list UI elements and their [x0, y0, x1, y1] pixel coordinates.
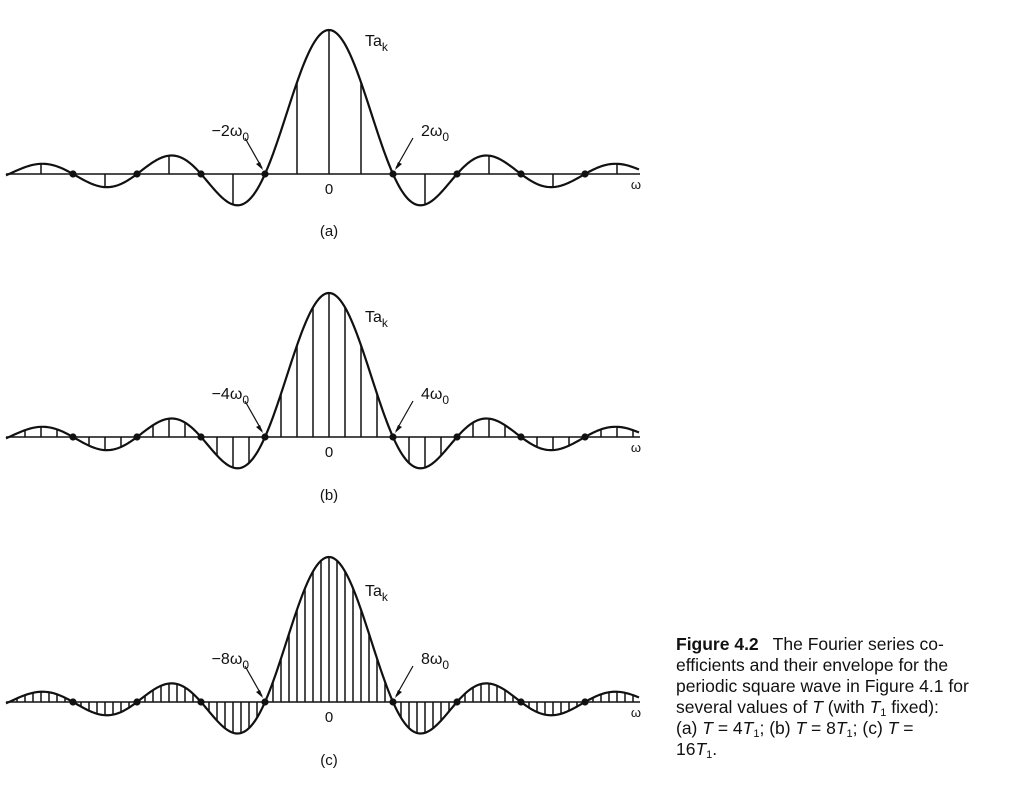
panel-a: −2ω0 2ω0 Tak 0 ω (a) — [5, 28, 641, 240]
right-callout-arrowhead — [395, 162, 402, 170]
zero-crossing-dot — [389, 698, 397, 706]
zero-crossing-dot — [197, 698, 205, 706]
panel-b: −4ω0 4ω0 Tak 0 ω (b) — [5, 291, 641, 504]
zero-crossing-dot — [581, 170, 589, 178]
sinc-envelope-b — [5, 291, 640, 470]
panel-label: (a) — [320, 223, 338, 240]
zero-crossing-dot — [453, 698, 461, 706]
origin-label: 0 — [325, 444, 333, 461]
left-callout-arrowhead — [256, 425, 263, 433]
zero-crossing-dot — [133, 698, 141, 706]
zero-crossing-dot — [261, 698, 269, 706]
panel-label: (b) — [320, 487, 338, 504]
sinc-envelope-c — [5, 555, 640, 735]
amplitude-label: Tak — [365, 33, 389, 54]
right-callout-arrowhead — [395, 690, 402, 698]
zero-crossing-dot — [389, 433, 397, 441]
amplitude-label: Tak — [365, 309, 389, 330]
right-callout-arrowhead — [395, 425, 402, 433]
figure-number: Figure 4.2 — [676, 634, 759, 654]
left-callout-arrowhead — [256, 690, 263, 698]
zero-crossing-dot — [133, 170, 141, 178]
zero-crossing-dot — [389, 170, 397, 178]
omega-axis-label: ω — [631, 177, 641, 192]
zero-crossing-dot — [517, 698, 525, 706]
zero-crossing-dot — [453, 170, 461, 178]
zero-crossing-dot — [133, 433, 141, 441]
omega-axis-label: ω — [631, 705, 641, 720]
left-zero-label: −8ω0 — [212, 651, 250, 672]
zero-crossing-dot — [197, 170, 205, 178]
caption-body: The Fourier series co-efficients and the… — [676, 634, 969, 761]
zero-crossing-dot — [517, 170, 525, 178]
zero-crossing-dot — [69, 698, 77, 706]
zero-crossing-dot — [197, 433, 205, 441]
zero-crossing-dot — [261, 433, 269, 441]
zero-crossing-dot — [581, 433, 589, 441]
right-zero-label: 2ω0 — [421, 123, 449, 144]
figure-caption: Figure 4.2 The Fourier series co-efficien… — [676, 634, 1006, 761]
origin-label: 0 — [325, 181, 333, 198]
left-callout-arrowhead — [256, 162, 263, 170]
zero-crossing-dot — [453, 433, 461, 441]
left-zero-label: −4ω0 — [212, 386, 250, 407]
right-zero-label: 8ω0 — [421, 651, 449, 672]
origin-label: 0 — [325, 709, 333, 726]
panel-c: −8ω0 8ω0 Tak 0 ω (c) — [5, 555, 641, 769]
right-zero-label: 4ω0 — [421, 386, 449, 407]
panel-label: (c) — [320, 752, 338, 769]
zero-crossing-dot — [69, 170, 77, 178]
omega-axis-label: ω — [631, 440, 641, 455]
amplitude-label: Tak — [365, 583, 389, 604]
sinc-envelope-a — [5, 28, 640, 207]
zero-crossing-dot — [69, 433, 77, 441]
zero-crossing-dot — [261, 170, 269, 178]
left-zero-label: −2ω0 — [212, 123, 250, 144]
zero-crossing-dot — [517, 433, 525, 441]
zero-crossing-dot — [581, 698, 589, 706]
